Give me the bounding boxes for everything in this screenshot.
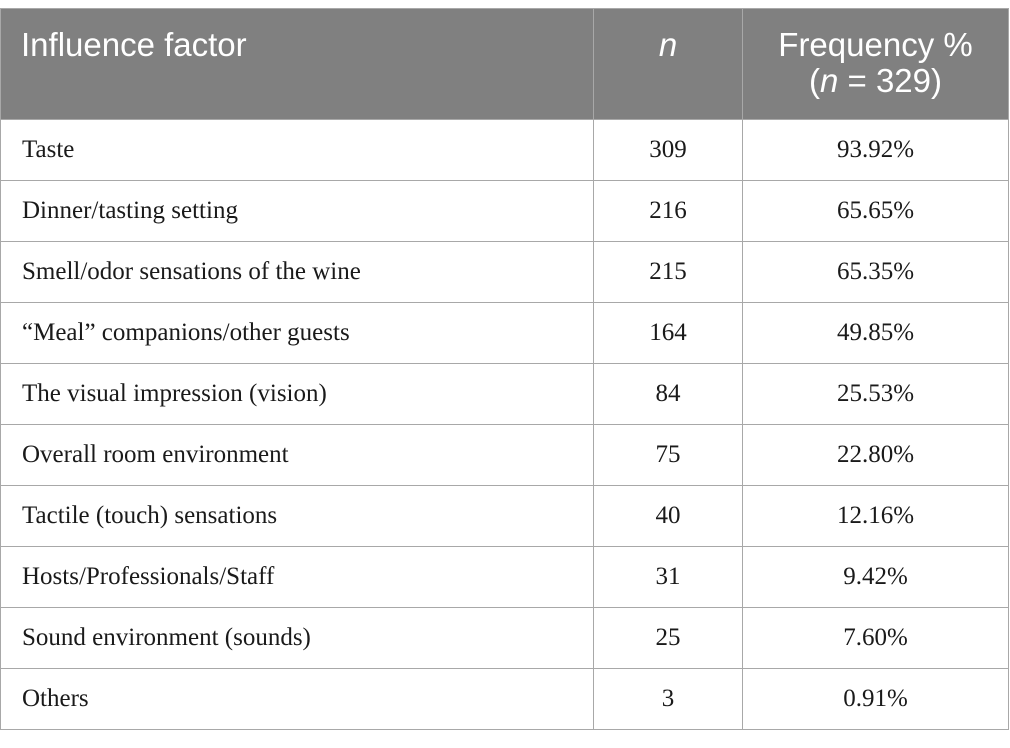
header-frequency-total: = 329) (838, 62, 943, 99)
factor-cell: Others (0, 668, 594, 730)
table-body: Taste 309 93.92% Dinner/tasting setting … (0, 119, 1009, 730)
table-row: Hosts/Professionals/Staff 31 9.42% (0, 546, 1009, 608)
header-influence-factor: Influence factor (0, 8, 594, 120)
factor-cell: Taste (0, 119, 594, 181)
frequency-cell: 12.16% (742, 485, 1009, 547)
frequency-cell: 49.85% (742, 302, 1009, 364)
n-cell: 309 (593, 119, 743, 181)
frequency-cell: 7.60% (742, 607, 1009, 669)
header-frequency-n: n (819, 62, 839, 99)
factor-cell: The visual impression (vision) (0, 363, 594, 425)
factor-cell: Tactile (touch) sensations (0, 485, 594, 547)
n-cell: 84 (593, 363, 743, 425)
frequency-cell: 9.42% (742, 546, 1009, 608)
factor-cell: Smell/odor sensations of the wine (0, 241, 594, 303)
frequency-cell: 25.53% (742, 363, 1009, 425)
table-row: The visual impression (vision) 84 25.53% (0, 363, 1009, 425)
table-row: Overall room environment 75 22.80% (0, 424, 1009, 486)
n-cell: 75 (593, 424, 743, 486)
header-n: n (593, 8, 743, 120)
influence-factor-table: Influence factor n Frequency % (n = 329)… (0, 8, 1009, 730)
table-row: Taste 309 93.92% (0, 119, 1009, 181)
factor-cell: Hosts/Professionals/Staff (0, 546, 594, 608)
table-row: Smell/odor sensations of the wine 215 65… (0, 241, 1009, 303)
factor-cell: “Meal” companions/other guests (0, 302, 594, 364)
factor-cell: Dinner/tasting setting (0, 180, 594, 242)
table-row: Dinner/tasting setting 216 65.65% (0, 180, 1009, 242)
factor-cell: Overall room environment (0, 424, 594, 486)
n-cell: 25 (593, 607, 743, 669)
header-frequency-line1: Frequency % (778, 26, 973, 63)
factor-cell: Sound environment (sounds) (0, 607, 594, 669)
n-cell: 3 (593, 668, 743, 730)
frequency-cell: 65.65% (742, 180, 1009, 242)
n-cell: 216 (593, 180, 743, 242)
frequency-cell: 22.80% (742, 424, 1009, 486)
table-header: Influence factor n Frequency % (n = 329) (0, 8, 1009, 120)
table-row: “Meal” companions/other guests 164 49.85… (0, 302, 1009, 364)
table-row: Tactile (touch) sensations 40 12.16% (0, 485, 1009, 547)
header-frequency-line2: (n = 329) (743, 63, 1008, 99)
table-row: Sound environment (sounds) 25 7.60% (0, 607, 1009, 669)
frequency-cell: 93.92% (742, 119, 1009, 181)
header-frequency: Frequency % (n = 329) (742, 8, 1009, 120)
frequency-cell: 65.35% (742, 241, 1009, 303)
n-cell: 164 (593, 302, 743, 364)
n-cell: 215 (593, 241, 743, 303)
frequency-cell: 0.91% (742, 668, 1009, 730)
n-cell: 31 (593, 546, 743, 608)
header-row: Influence factor n Frequency % (n = 329) (0, 8, 1009, 120)
n-cell: 40 (593, 485, 743, 547)
header-frequency-paren: ( (808, 62, 820, 99)
table-row: Others 3 0.91% (0, 668, 1009, 730)
